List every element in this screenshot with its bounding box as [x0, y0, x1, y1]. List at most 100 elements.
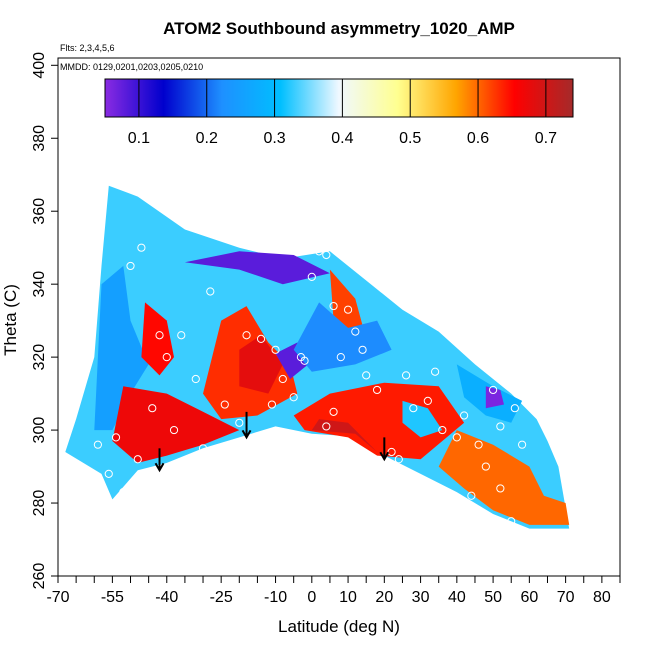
observation-marker — [351, 327, 360, 336]
observation-marker — [423, 396, 432, 406]
x-tick-label: 40 — [448, 589, 466, 606]
observation-marker — [467, 491, 476, 500]
colorbar: 0.1 0.2 0.3 0.4 0.5 0.6 0.7 — [104, 78, 574, 147]
observation-marker — [191, 374, 200, 384]
observation-marker — [362, 371, 371, 380]
field-layer — [65, 185, 570, 529]
observation-marker — [235, 418, 244, 427]
observation-marker — [126, 261, 135, 271]
observation-marker — [137, 243, 146, 252]
observation-marker — [438, 425, 447, 435]
observation-marker — [329, 407, 338, 416]
x-tick-label: -70 — [46, 589, 69, 606]
observation-marker — [307, 272, 316, 281]
observation-marker — [394, 455, 403, 464]
y-axis: 260 280 300 320 340 360 380 400 — [31, 52, 58, 590]
x-tick-label: 70 — [557, 589, 575, 606]
x-tick-label: 20 — [375, 589, 393, 606]
observation-marker — [93, 440, 102, 449]
observation-marker — [256, 334, 266, 343]
observation-marker — [155, 331, 164, 340]
plot-frame — [57, 57, 621, 577]
observation-marker — [220, 400, 229, 409]
y-tick-label: 400 — [31, 52, 48, 79]
y-tick-label: 320 — [31, 344, 48, 371]
field-region — [438, 430, 570, 525]
observation-marker — [278, 374, 287, 384]
field-region — [184, 251, 330, 285]
colorbar-tick-label: 0.6 — [467, 130, 489, 147]
observation-marker — [249, 436, 258, 446]
x-axis: -70 -55 -40 -25 -10 0 10 20 30 40 50 60 70 80 — [46, 576, 621, 606]
observation-marker — [510, 404, 519, 413]
observation-marker — [496, 484, 505, 493]
flights-note: Flts: 2,3,4,5,6 — [60, 43, 115, 53]
arrow-markers — [154, 411, 390, 473]
observation-marker — [358, 345, 367, 354]
observation-marker — [329, 301, 338, 311]
observation-marker — [488, 385, 498, 395]
observation-marker — [532, 396, 541, 406]
observation-marker — [267, 400, 277, 409]
observation-marker — [322, 250, 331, 260]
observation-marker — [148, 404, 157, 413]
colorbar-tick-label: 0.4 — [331, 130, 353, 147]
observation-marker — [409, 404, 418, 413]
observation-marker — [119, 487, 128, 497]
observation-marker — [314, 247, 324, 256]
colorbar-tick-label: 0.3 — [263, 130, 285, 147]
observation-marker — [206, 287, 215, 296]
observation-marker — [430, 367, 440, 376]
x-tick-label: -10 — [264, 589, 287, 606]
observation-marker — [401, 371, 411, 380]
y-tick-label: 300 — [31, 417, 48, 444]
colorbar-gradient — [104, 78, 574, 118]
observation-marker — [169, 425, 179, 435]
observation-markers — [93, 243, 541, 526]
colorbar-tick-label: 0.5 — [399, 130, 421, 147]
y-tick-label: 380 — [31, 125, 48, 152]
observation-marker — [177, 331, 186, 340]
observation-marker — [452, 433, 461, 442]
x-tick-label: 10 — [339, 589, 357, 606]
field-region — [293, 382, 465, 460]
observation-marker — [296, 353, 306, 362]
observation-marker — [481, 462, 490, 471]
observation-marker — [104, 469, 113, 478]
field-region — [293, 302, 392, 372]
observation-marker — [111, 433, 121, 442]
field-region — [311, 419, 378, 452]
observation-marker — [162, 353, 171, 362]
observation-marker — [322, 422, 331, 431]
observation-marker — [289, 393, 298, 402]
observation-marker — [343, 305, 353, 314]
y-tick-label: 340 — [31, 271, 48, 298]
observation-marker — [336, 353, 345, 362]
arrow-marker — [241, 411, 252, 440]
observation-marker — [372, 385, 382, 395]
observation-marker — [242, 331, 251, 340]
observation-marker — [387, 447, 396, 457]
arrow-marker — [154, 448, 165, 473]
x-tick-label: 0 — [307, 589, 316, 606]
field-region — [402, 400, 443, 438]
observation-marker — [271, 345, 280, 354]
y-tick-label: 260 — [31, 563, 48, 590]
y-tick-label: 360 — [31, 198, 48, 225]
x-tick-label: 50 — [484, 589, 502, 606]
x-tick-label: -55 — [101, 589, 124, 606]
observation-marker — [525, 378, 534, 387]
field-region — [112, 386, 240, 463]
y-tick-label: 280 — [31, 490, 48, 517]
observation-marker — [496, 422, 505, 431]
colorbar-tick-label: 0.1 — [128, 130, 150, 147]
observation-marker — [198, 444, 208, 453]
dates-note: MMDD: 0129,0201,0203,0205,0210 — [60, 62, 203, 72]
colorbar-tick-label: 0.7 — [535, 130, 557, 147]
x-tick-label: 60 — [520, 589, 538, 606]
y-axis-label: Theta (C) — [1, 284, 20, 356]
observation-marker — [474, 440, 483, 449]
x-axis-label: Latitude (deg N) — [278, 617, 400, 636]
x-tick-label: 30 — [412, 589, 430, 606]
